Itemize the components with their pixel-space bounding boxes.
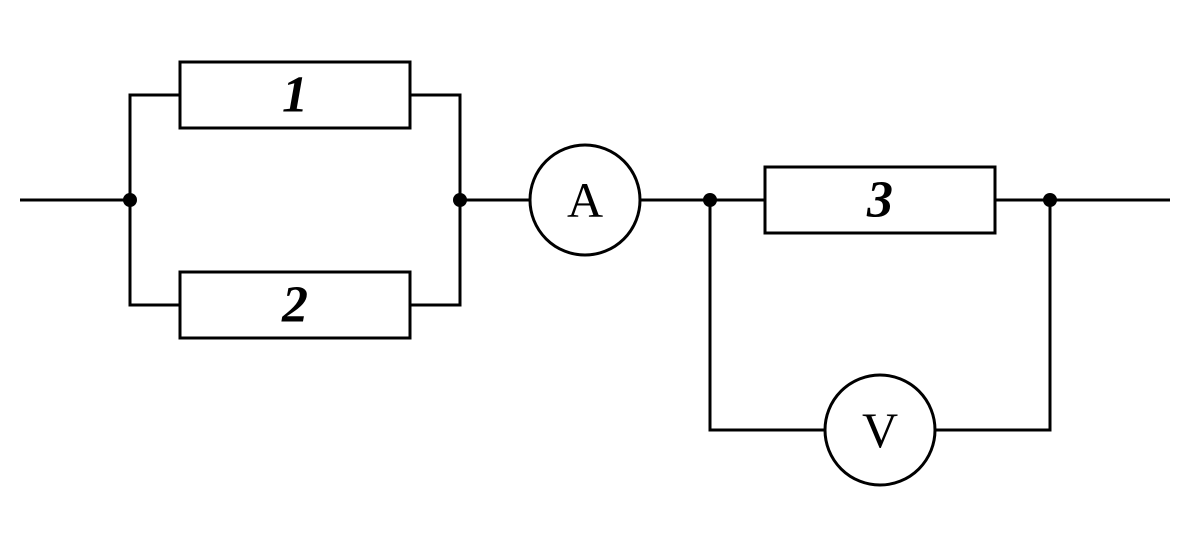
resistor-label-r1: 1 xyxy=(282,67,308,124)
circuit-diagram: 1 2 3 A V xyxy=(0,0,1189,547)
ammeter: A xyxy=(530,145,640,255)
voltmeter-label: V xyxy=(862,402,898,458)
voltmeter: V xyxy=(825,375,935,485)
resistor-r1: 1 xyxy=(180,62,410,128)
resistor-r2: 2 xyxy=(180,272,410,338)
wire xyxy=(410,95,460,200)
wire xyxy=(130,200,180,305)
resistor-label-r3: 3 xyxy=(866,172,893,229)
resistor-label-r2: 2 xyxy=(281,277,308,334)
wire xyxy=(130,95,180,200)
ammeter-label: A xyxy=(567,172,603,228)
resistor-r3: 3 xyxy=(765,167,995,233)
node-n_r3_right xyxy=(1043,193,1057,207)
node-n_left xyxy=(123,193,137,207)
node-n_r3_left xyxy=(703,193,717,207)
node-n_mid xyxy=(453,193,467,207)
wire xyxy=(410,200,460,305)
